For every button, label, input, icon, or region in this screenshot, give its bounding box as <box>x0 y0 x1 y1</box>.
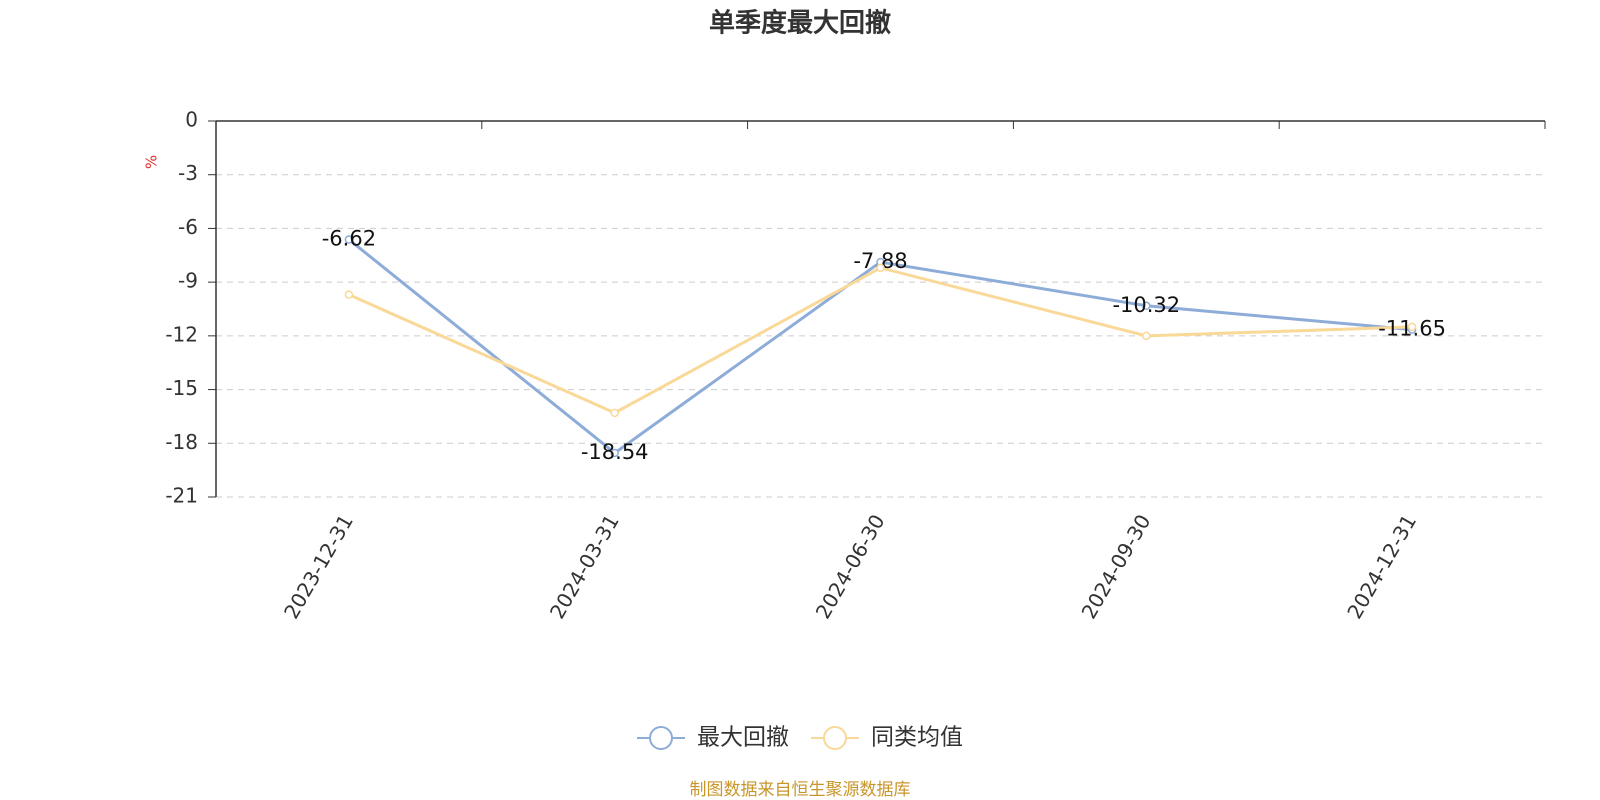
x-tick-label: 2023-12-31 <box>279 510 358 623</box>
chart-title: 单季度最大回撤 <box>709 8 891 39</box>
legend-marker <box>823 726 847 750</box>
series-line <box>348 266 1413 415</box>
y-tick-label: -12 <box>165 322 198 346</box>
data-point <box>1407 322 1417 332</box>
legend-marker <box>649 726 673 750</box>
x-tick-label: 2024-12-31 <box>1342 510 1421 623</box>
data-label: -6.62 <box>322 227 376 251</box>
data-label: -10.32 <box>1112 293 1180 317</box>
y-tick-label: -21 <box>165 484 198 508</box>
data-point <box>1142 301 1151 311</box>
x-tick-label: 2024-09-30 <box>1076 510 1155 623</box>
data-point <box>610 408 619 418</box>
y-unit: % <box>143 155 161 169</box>
x-tick-label: 2024-06-30 <box>811 510 890 623</box>
legend-label: 最大回撤 <box>697 725 789 751</box>
data-point <box>1142 331 1151 341</box>
y-tick-label: -15 <box>165 376 198 400</box>
y-tick-label: -9 <box>178 269 198 293</box>
source-note: 制图数据来自恒生聚源数据库 <box>690 780 911 800</box>
legend-label: 同类均值 <box>871 725 963 751</box>
y-tick-label: -18 <box>165 430 198 454</box>
x-tick-label: 2024-03-31 <box>545 510 624 623</box>
data-label: -18.54 <box>581 440 649 464</box>
y-tick-label: -3 <box>178 161 198 185</box>
y-tick-label: -6 <box>178 215 198 239</box>
data-point <box>876 263 885 273</box>
data-point <box>610 448 619 458</box>
y-tick-label: 0 <box>185 108 198 132</box>
data-point <box>344 290 354 299</box>
data-point <box>344 235 354 244</box>
